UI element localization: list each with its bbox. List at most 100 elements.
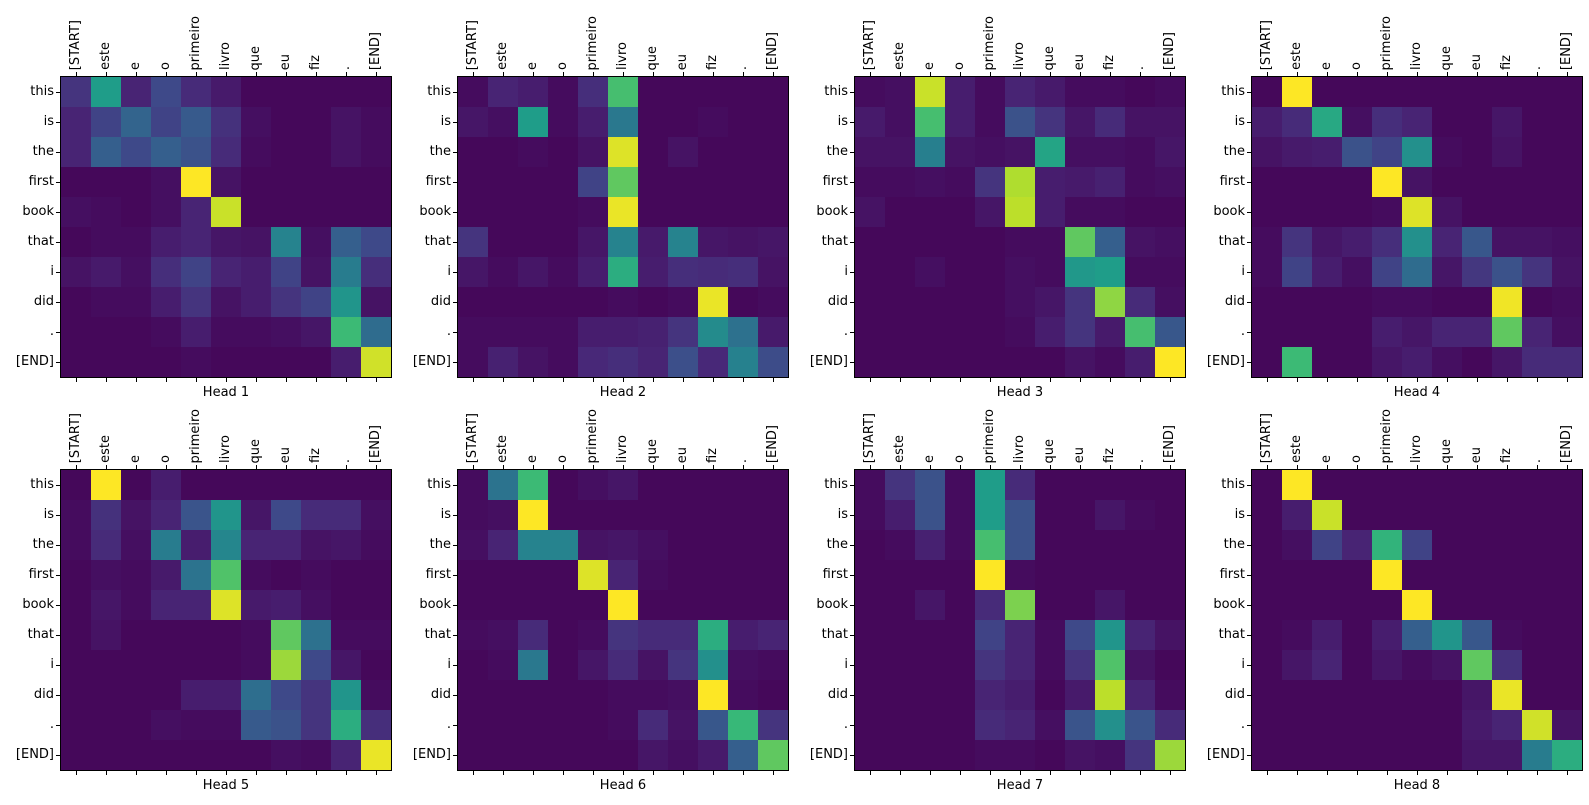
heatmap-cell [271,740,301,770]
heatmap-cell [488,107,518,137]
x-tick-label: este [1289,435,1304,463]
heatmap-cell [458,197,488,227]
heatmap-cell [1125,227,1155,257]
heatmap-cell [241,77,271,107]
heatmap-cell [855,470,885,500]
heatmap-cell [361,560,391,590]
x-tick-mark-bottom [1447,378,1448,382]
heatmap-cell [331,590,361,620]
y-tick-mark [56,122,60,123]
heatmap-cell [518,287,548,317]
heatmap-cell [1125,347,1155,377]
heatmap-cell [548,710,578,740]
heatmap-cell [1432,257,1462,287]
heatmap-cell [1462,710,1492,740]
x-tick-mark-top [1140,465,1141,469]
y-tick-label: book [22,597,54,612]
heatmap-cell [578,317,608,347]
x-tick-mark-top [376,465,377,469]
heatmap-cell [698,287,728,317]
heatmap-cell [1342,500,1372,530]
heatmap-cell [1095,347,1125,377]
heatmap-cell [1492,137,1522,167]
x-tick-mark-bottom [1417,378,1418,382]
y-tick-label: the [32,144,54,159]
heatmap-cell [728,590,758,620]
heatmap-cell [1252,680,1282,710]
x-tick-mark-top [1297,465,1298,469]
heatmap-cell [638,317,668,347]
heatmap-cell [885,257,915,287]
heatmap-cell [211,590,241,620]
heatmap-cell [668,197,698,227]
heatmap-cell [698,257,728,287]
y-tick-label: this [30,477,54,492]
heatmap-cell [361,650,391,680]
y-tick-mark [1247,122,1251,123]
heatmap-cell [915,710,945,740]
y-tick-label: [END] [809,747,848,762]
y-tick-mark [850,485,854,486]
heatmap-cell [1402,590,1432,620]
y-tick-label: first [28,174,54,189]
heatmap-cell [331,470,361,500]
x-tick-label: . [1529,65,1544,70]
y-tick-mark [850,605,854,606]
x-tick-mark-bottom [1507,771,1508,775]
heatmap-cell [1312,107,1342,137]
heatmap-cell [518,227,548,257]
heatmap-cell [271,287,301,317]
heatmap-cell [488,137,518,167]
y-tick-mark [1247,755,1251,756]
heatmap-cell [548,77,578,107]
heatmap-cell [855,227,885,257]
heatmap-cell [121,257,151,287]
heatmap-cell [1432,530,1462,560]
x-tick-mark-bottom [593,771,594,775]
heatmap-cell [1312,740,1342,770]
x-tick-mark-top [1170,465,1171,469]
heatmap-cell [458,257,488,287]
heatmap-cell [638,710,668,740]
heatmap-cell [151,530,181,560]
heatmap-cell [1402,137,1432,167]
heatmap-cell [301,650,331,680]
heatmap-cell [211,317,241,347]
y-tick-mark [850,575,854,576]
subplot-title: Head 3 [996,385,1044,400]
heatmap-cell [855,740,885,770]
heatmap-cell [608,167,638,197]
heatmap-cell [1005,287,1035,317]
heatmap-cell [608,680,638,710]
heatmap-cell [1342,137,1372,167]
heatmap-cell [608,227,638,257]
heatmap-cell [1432,470,1462,500]
heatmap-cell [608,560,638,590]
heatmap-cell [668,650,698,680]
heatmap-cell [121,137,151,167]
heatmap-cell [1552,287,1582,317]
x-tick-mark-bottom [256,771,257,775]
heatmap-cell [855,710,885,740]
heatmap-cell [518,590,548,620]
y-tick-mark [850,545,854,546]
heatmap-cell [945,317,975,347]
heatmap-cell [1095,530,1125,560]
heatmap-cell [548,620,578,650]
heatmap-cell [578,560,608,590]
x-tick-label: [END] [1162,31,1177,70]
heatmap-cell [1065,137,1095,167]
x-tick-mark-top [1267,72,1268,76]
heatmap-cell [1065,347,1095,377]
heatmap-cell [1372,470,1402,500]
x-tick-mark-top [1050,465,1051,469]
heatmap-cell [361,227,391,257]
y-tick-mark [1247,605,1251,606]
heatmap-cell [1522,107,1552,137]
heatmap-cell [1492,197,1522,227]
heatmap-cell [61,680,91,710]
heatmap-cell [578,227,608,257]
heatmap-cell [945,500,975,530]
heatmap-cell [758,560,788,590]
